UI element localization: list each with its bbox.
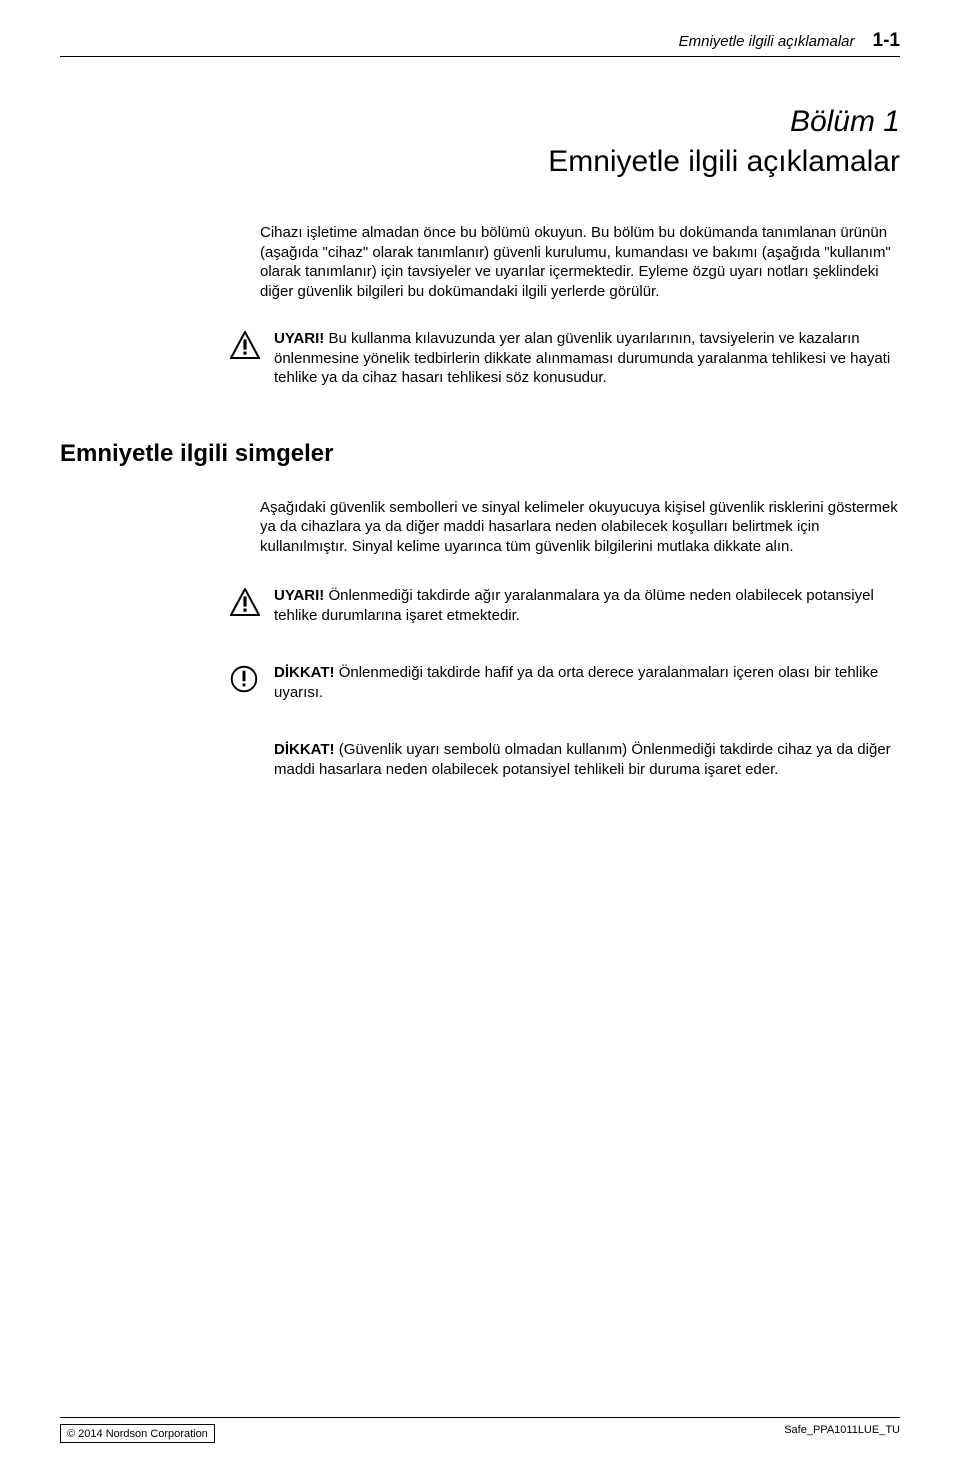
notice-uyari-text: UYARI! Önlenmediği takdirde ağır yaralan… [274, 586, 900, 625]
warning-label: UYARI! [274, 330, 324, 347]
chapter-title: Emniyetle ilgili açıklamalar [60, 145, 900, 179]
intro-paragraph: Cihazı işletime almadan önce bu bölümü o… [260, 223, 900, 301]
notice-dikkat2: DİKKAT! (Güvenlik uyarı sembolü olmadan … [274, 740, 900, 779]
notice-uyari: UYARI! Önlenmediği takdirde ağır yaralan… [230, 586, 900, 625]
warning-triangle-icon [230, 588, 260, 621]
footer-doc-id: Safe_PPA1011LUE_TU [784, 1424, 900, 1443]
notice-uyari-label: UYARI! [274, 587, 324, 604]
page-number: 1-1 [873, 30, 900, 52]
warning-body: Bu kullanma kılavuzunda yer alan güvenli… [274, 330, 890, 386]
chapter-number: Bölüm 1 [60, 105, 900, 139]
warning-text-main: UYARI! Bu kullanma kılavuzunda yer alan … [274, 329, 900, 388]
warning-triangle-icon [230, 331, 260, 364]
chapter-heading: Bölüm 1 Emniyetle ilgili açıklamalar [60, 105, 900, 179]
page-footer: © 2014 Nordson Corporation Safe_PPA1011L… [60, 1417, 900, 1443]
page-header: Emniyetle ilgili açıklamalar 1-1 [60, 30, 900, 57]
notice-dikkat1: DİKKAT! Önlenmediği takdirde hafif ya da… [230, 663, 900, 702]
notice-dikkat2-label: DİKKAT! [274, 741, 335, 758]
notice-dikkat1-text: DİKKAT! Önlenmediği takdirde hafif ya da… [274, 663, 900, 702]
footer-copyright: © 2014 Nordson Corporation [60, 1424, 215, 1443]
caution-circle-icon [230, 665, 260, 698]
section-intro: Aşağıdaki güvenlik sembolleri ve sinyal … [260, 498, 900, 557]
notice-dikkat1-body: Önlenmediği takdirde hafif ya da orta de… [274, 664, 878, 701]
section-title: Emniyetle ilgili simgeler [60, 440, 900, 468]
warning-block-main: UYARI! Bu kullanma kılavuzunda yer alan … [230, 329, 900, 388]
notice-uyari-body: Önlenmediği takdirde ağır yaralanmalara … [274, 587, 874, 624]
running-title: Emniyetle ilgili açıklamalar [679, 33, 855, 50]
notice-dikkat1-label: DİKKAT! [274, 664, 335, 681]
page-container: Emniyetle ilgili açıklamalar 1-1 Bölüm 1… [0, 0, 960, 1469]
notice-dikkat2-body: (Güvenlik uyarı sembolü olmadan kullanım… [274, 741, 891, 778]
